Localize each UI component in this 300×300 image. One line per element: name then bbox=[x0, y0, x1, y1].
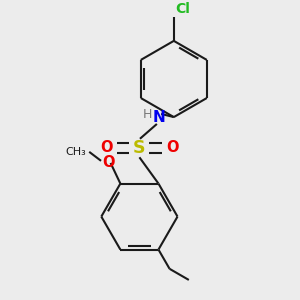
Text: O: O bbox=[102, 155, 115, 170]
Text: Cl: Cl bbox=[176, 2, 190, 16]
Text: O: O bbox=[166, 140, 178, 155]
Text: CH₃: CH₃ bbox=[66, 147, 87, 157]
Text: O: O bbox=[100, 140, 113, 155]
Text: S: S bbox=[133, 139, 146, 157]
Text: N: N bbox=[153, 110, 165, 125]
Text: H: H bbox=[143, 109, 152, 122]
